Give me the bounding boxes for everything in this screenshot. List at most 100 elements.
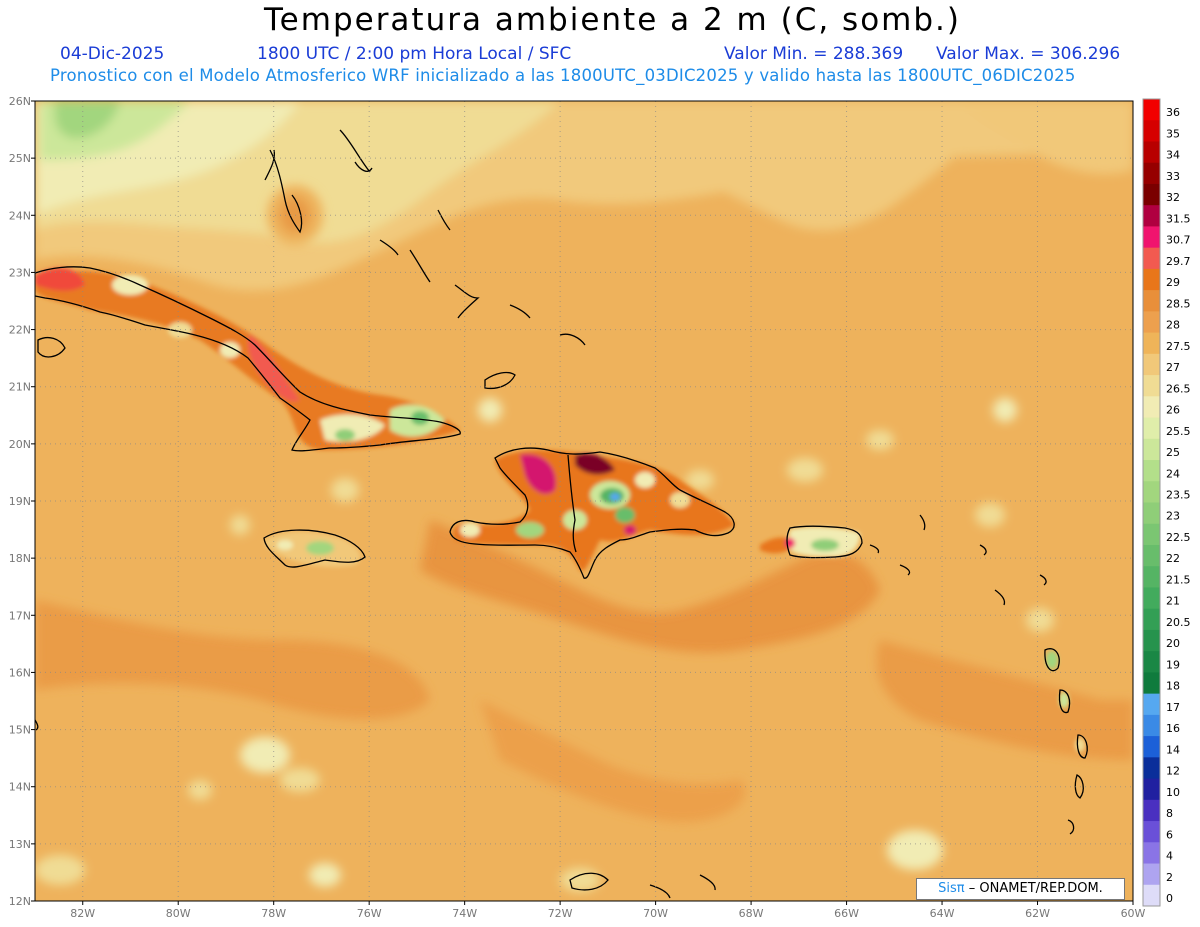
credit-box: Sisπ – ONAMET/REP.DOM. bbox=[916, 878, 1125, 900]
colorbar-swatch bbox=[1143, 141, 1160, 164]
lon-tick-label: 62W bbox=[1025, 907, 1050, 920]
lat-tick-label: 19N bbox=[9, 495, 31, 508]
colorbar-swatch bbox=[1143, 375, 1160, 397]
lon-tick-label: 82W bbox=[70, 907, 95, 920]
colorbar-swatch bbox=[1143, 587, 1160, 610]
colorbar-swatch bbox=[1143, 736, 1160, 758]
colorbar-border bbox=[1142, 98, 1161, 907]
lon-tick-label: 74W bbox=[452, 907, 477, 920]
colorbar-label: 6 bbox=[1166, 828, 1173, 841]
lon-tick-label: 72W bbox=[548, 907, 573, 920]
colorbar-label: 0 bbox=[1166, 892, 1173, 905]
colorbar-swatch bbox=[1143, 566, 1160, 588]
lat-tick-label: 22N bbox=[9, 324, 31, 337]
lat-tick-label: 18N bbox=[9, 552, 31, 565]
colorbar-swatch bbox=[1143, 268, 1160, 291]
colorbar: 363534333231.530.729.72928.52827.52726.5… bbox=[1142, 98, 1191, 907]
lat-tick-label: 12N bbox=[9, 895, 31, 908]
lat-tick-label: 24N bbox=[9, 209, 31, 222]
colorbar-label: 22.5 bbox=[1166, 531, 1191, 544]
colorbar-label: 24 bbox=[1166, 467, 1180, 480]
sispi-logo: Sisπ bbox=[938, 881, 965, 896]
colorbar-label: 20 bbox=[1166, 637, 1180, 650]
colorbar-label: 23.5 bbox=[1166, 489, 1191, 502]
lon-tick-label: 78W bbox=[261, 907, 286, 920]
coastlines bbox=[35, 129, 1088, 899]
colorbar-label: 16 bbox=[1166, 722, 1180, 735]
colorbar-swatch bbox=[1143, 311, 1160, 334]
colorbar-swatch bbox=[1143, 523, 1160, 546]
colorbar-label: 4 bbox=[1166, 850, 1173, 863]
lon-tick-label: 80W bbox=[166, 907, 191, 920]
lon-tick-label: 64W bbox=[930, 907, 955, 920]
colorbar-swatch bbox=[1143, 120, 1160, 142]
colorbar-swatch bbox=[1143, 693, 1160, 716]
temperature-field bbox=[35, 101, 1133, 901]
colorbar-swatch bbox=[1143, 481, 1160, 503]
colorbar-label: 26.5 bbox=[1166, 382, 1191, 395]
lon-tick-label: 68W bbox=[739, 907, 764, 920]
colorbar-swatch bbox=[1143, 438, 1160, 461]
colorbar-swatch bbox=[1143, 162, 1160, 185]
colorbar-swatch bbox=[1143, 884, 1160, 907]
lon-tick-label: 76W bbox=[357, 907, 382, 920]
colorbar-label: 25.5 bbox=[1166, 425, 1191, 438]
colorbar-label: 34 bbox=[1166, 149, 1180, 162]
colorbar-swatch bbox=[1143, 863, 1160, 886]
colorbar-label: 22 bbox=[1166, 552, 1180, 565]
colorbar-label: 28 bbox=[1166, 319, 1180, 332]
colorbar-swatch bbox=[1143, 396, 1160, 419]
max-value: Valor Max. = 306.296 bbox=[936, 44, 1121, 64]
colorbar-label: 14 bbox=[1166, 743, 1180, 756]
min-value: Valor Min. = 288.369 bbox=[724, 44, 904, 64]
colorbar-label: 27.5 bbox=[1166, 340, 1191, 353]
lat-tick-label: 17N bbox=[9, 609, 31, 622]
lat-tick-label: 14N bbox=[9, 781, 31, 794]
lat-tick-label: 25N bbox=[9, 152, 31, 165]
longitude-labels: 82W 80W 78W 76W 74W 72W 70W 68W 66W 64W 62W 60W bbox=[70, 901, 1146, 920]
colorbar-label: 19 bbox=[1166, 658, 1180, 671]
colorbar-label: 27 bbox=[1166, 361, 1180, 374]
lon-tick-label: 66W bbox=[834, 907, 859, 920]
colorbar-swatch bbox=[1143, 714, 1160, 737]
forecast-date: 04-Dic-2025 bbox=[60, 44, 165, 64]
colorbar-label: 18 bbox=[1166, 680, 1180, 693]
colorbar-label: 26 bbox=[1166, 404, 1180, 417]
map-title: Temperatura ambiente a 2 m (C, somb.) bbox=[264, 2, 961, 38]
colorbar-label: 33 bbox=[1166, 170, 1180, 183]
colorbar-swatch bbox=[1143, 821, 1160, 843]
model-info: Pronostico con el Modelo Atmosferico WRF… bbox=[50, 66, 1076, 85]
colorbar-swatch bbox=[1143, 672, 1160, 695]
colorbar-label: 31.5 bbox=[1166, 212, 1191, 225]
colorbar-label: 8 bbox=[1166, 807, 1173, 820]
colorbar-swatch bbox=[1143, 460, 1160, 482]
colorbar-swatch bbox=[1143, 608, 1160, 631]
colorbar-swatch bbox=[1143, 205, 1160, 227]
colorbar-label: 29 bbox=[1166, 276, 1180, 289]
colorbar-swatch bbox=[1143, 290, 1160, 312]
colorbar-label: 2 bbox=[1166, 871, 1173, 884]
colorbar-label: 29.7 bbox=[1166, 255, 1191, 268]
colorbar-label: 10 bbox=[1166, 786, 1180, 799]
colorbar-label: 25 bbox=[1166, 446, 1180, 459]
colorbar-label: 23 bbox=[1166, 510, 1180, 523]
colorbar-label: 32 bbox=[1166, 191, 1180, 204]
lat-tick-label: 13N bbox=[9, 838, 31, 851]
colorbar-swatch bbox=[1143, 778, 1160, 801]
colorbar-swatch bbox=[1143, 629, 1160, 652]
colorbar-swatch bbox=[1143, 332, 1160, 355]
colorbar-swatch bbox=[1143, 502, 1160, 525]
colorbar-label: 30.7 bbox=[1166, 234, 1191, 247]
latitude-labels: 26N 25N 24N 23N 22N 21N 20N 19N 18N 17N 16N 15N 14N 1… bbox=[9, 95, 35, 908]
colorbar-label: 28.5 bbox=[1166, 297, 1191, 310]
lat-tick-label: 20N bbox=[9, 438, 31, 451]
lat-tick-label: 26N bbox=[9, 95, 31, 108]
colorbar-label: 21 bbox=[1166, 595, 1180, 608]
colorbar-swatch bbox=[1143, 247, 1160, 270]
colorbar-swatch bbox=[1143, 353, 1160, 376]
colorbar-swatch bbox=[1143, 799, 1160, 822]
lon-tick-label: 70W bbox=[643, 907, 668, 920]
lon-tick-label: 60W bbox=[1121, 907, 1146, 920]
colorbar-swatch bbox=[1143, 99, 1160, 121]
